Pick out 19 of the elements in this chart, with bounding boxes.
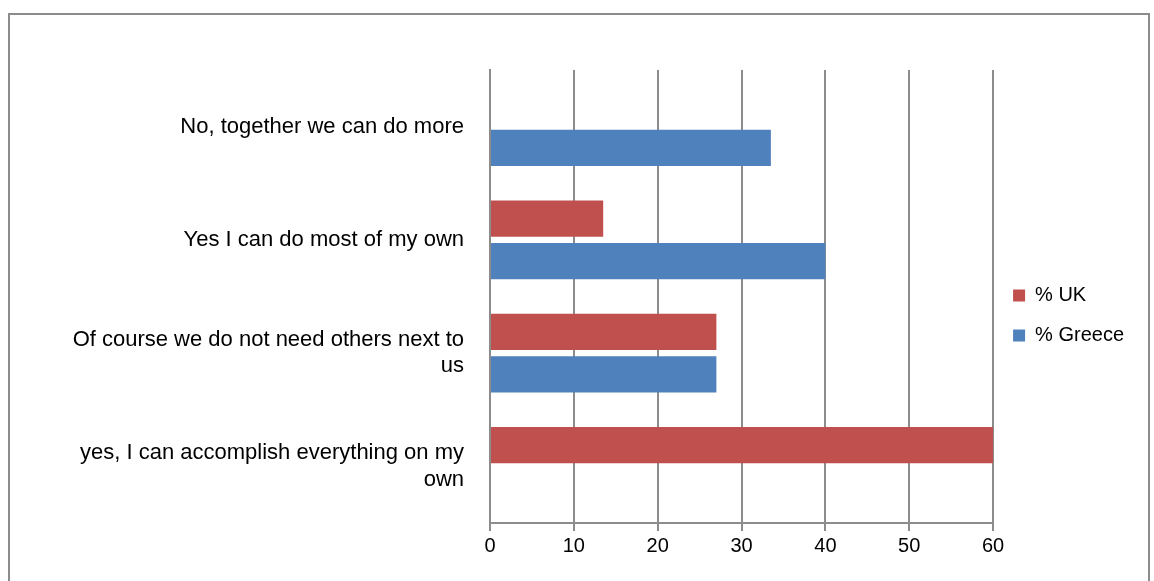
y-tick-label: No, together we can do more xyxy=(180,112,464,138)
x-tick-label: 40 xyxy=(814,533,837,556)
x-tick-label: 0 xyxy=(484,533,496,556)
bar xyxy=(491,313,717,350)
y-tick-label: Yes I can do most of my own xyxy=(183,225,464,251)
legend-label: % UK xyxy=(1035,283,1087,306)
y-tick-label: yes, I can accomplish everything on my own xyxy=(80,439,464,491)
bar xyxy=(491,243,826,280)
x-tick-label: 50 xyxy=(898,533,921,556)
x-tick-label: 20 xyxy=(646,533,669,556)
x-tick-label: 30 xyxy=(730,533,753,556)
bar xyxy=(491,129,771,166)
bar xyxy=(491,427,994,464)
bar xyxy=(491,356,717,393)
y-tick-label: Of course we do not need others next to us xyxy=(72,325,464,378)
legend-label: % Greece xyxy=(1035,323,1125,346)
bar xyxy=(491,200,604,237)
x-tick-label: 60 xyxy=(981,533,1005,556)
x-tick-label: 10 xyxy=(562,533,585,556)
